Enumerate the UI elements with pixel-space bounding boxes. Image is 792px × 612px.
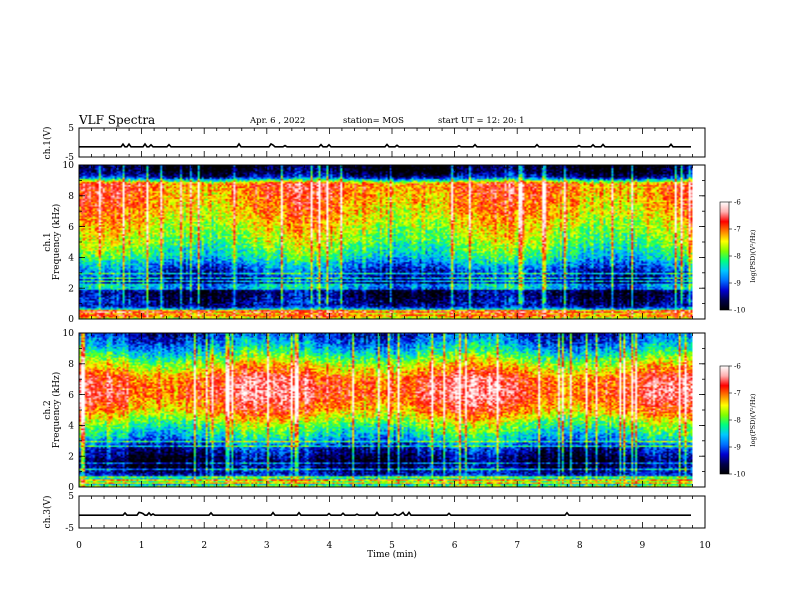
ch1-waveform-ylabel: ch.1(V)	[42, 127, 53, 160]
colorbar-tick-label: -9	[734, 280, 741, 288]
y-tick-label: 8	[68, 192, 74, 202]
y-tick-label: 0	[68, 315, 74, 325]
waveform-trace	[79, 142, 691, 148]
x-tick-label: 4	[327, 541, 333, 551]
y-tick-label: 6	[68, 223, 74, 233]
x-tick-label: 10	[699, 541, 711, 551]
ch2-spectrogram-image	[79, 333, 693, 487]
ch1-spectrogram-panel: 0 2 4 6 8 10 ch.1 Frequency (kHz)	[43, 161, 706, 325]
ch3-waveform-plot	[79, 511, 691, 517]
start-time-label: start UT = 12: 20: 1	[438, 116, 525, 126]
date-label: Apr. 6 , 2022	[249, 116, 305, 126]
y-tick-label: 0	[68, 483, 74, 493]
time-axis-label: Time (min)	[367, 549, 417, 560]
y-tick-label: 8	[68, 360, 74, 370]
time-axis-tick-labels: 0 1 2 3 4 5 6 7 8 9 10	[76, 541, 711, 551]
ch2-colorbar: -6 -7 -8 -9 -10 log(PSD)(V²/Hz)	[719, 363, 757, 479]
colorbar-tick-label: -10	[734, 307, 745, 315]
y-tick-label: 10	[63, 161, 75, 171]
colorbar-title: log(PSD)(V²/Hz)	[749, 393, 757, 446]
x-tick-label: 8	[577, 541, 583, 551]
y-tick-label: 10	[63, 329, 75, 339]
x-tick-label: 2	[201, 541, 207, 551]
ch1-spectrogram-ylabel-channel: ch.1	[43, 232, 53, 251]
x-tick-label: 9	[640, 541, 646, 551]
ch3-waveform-ylabel: ch.3(V)	[42, 496, 53, 529]
ch2-spectrogram-panel: 0 2 4 6 8 10 ch.2 Frequency (kHz)	[43, 329, 706, 493]
station-label: station= MOS	[343, 116, 404, 126]
colorbar-tick-label: -7	[734, 390, 741, 398]
ch3-waveform-ticks: 5 -5	[65, 492, 706, 534]
colorbar-gradient	[719, 201, 730, 311]
y-tick-label: -5	[65, 153, 74, 163]
ch3-waveform-panel: 5 -5 ch.3(V)	[42, 492, 706, 534]
ch1-waveform-plot	[79, 142, 691, 148]
waveform-trace	[79, 511, 691, 517]
y-tick-label: 2	[68, 284, 74, 294]
x-tick-label: 5	[389, 541, 395, 551]
colorbar-tick-label: -10	[734, 471, 745, 479]
colorbar-tick-label: -8	[734, 253, 741, 261]
ch1-colorbar: -6 -7 -8 -9 -10 log(PSD)(V²/Hz)	[719, 199, 757, 315]
ch1-spectrogram-image	[79, 165, 693, 319]
y-tick-label: 4	[68, 422, 74, 432]
colorbar-tick-label: -6	[734, 363, 741, 371]
figure-title: VLF Spectra	[78, 113, 155, 127]
y-tick-label: 4	[68, 254, 74, 264]
ch2-spectrogram-ylabel-frequency: Frequency (kHz)	[51, 372, 62, 449]
x-tick-label: 3	[264, 541, 270, 551]
y-tick-label: 6	[68, 391, 74, 401]
ch1-waveform-panel: 5 -5 ch.1(V)	[42, 124, 706, 163]
colorbar-tick-label: -7	[734, 226, 741, 234]
x-tick-label: 6	[452, 541, 458, 551]
colorbar-gradient	[719, 365, 730, 475]
ch1-waveform-ticks: 5 -5	[65, 124, 706, 163]
y-tick-label: -5	[65, 524, 74, 534]
colorbar-tick-label: -6	[734, 199, 741, 207]
x-tick-label: 7	[514, 541, 520, 551]
ch2-spectrogram-ticks: 0 2 4 6 8 10	[63, 329, 706, 493]
y-tick-label: 5	[68, 492, 74, 502]
colorbar-tick-label: -8	[734, 417, 741, 425]
colorbar-title: log(PSD)(V²/Hz)	[749, 229, 757, 282]
x-tick-label: 0	[76, 541, 82, 551]
ch2-spectrogram-ylabel-channel: ch.2	[43, 400, 53, 419]
y-tick-label: 2	[68, 452, 74, 462]
colorbar-tick-label: -9	[734, 444, 741, 452]
x-tick-label: 1	[139, 541, 145, 551]
ch1-spectrogram-ylabel-frequency: Frequency (kHz)	[51, 204, 62, 281]
y-tick-label: 5	[68, 124, 74, 134]
ch1-spectrogram-ticks: 0 2 4 6 8 10	[63, 161, 706, 325]
